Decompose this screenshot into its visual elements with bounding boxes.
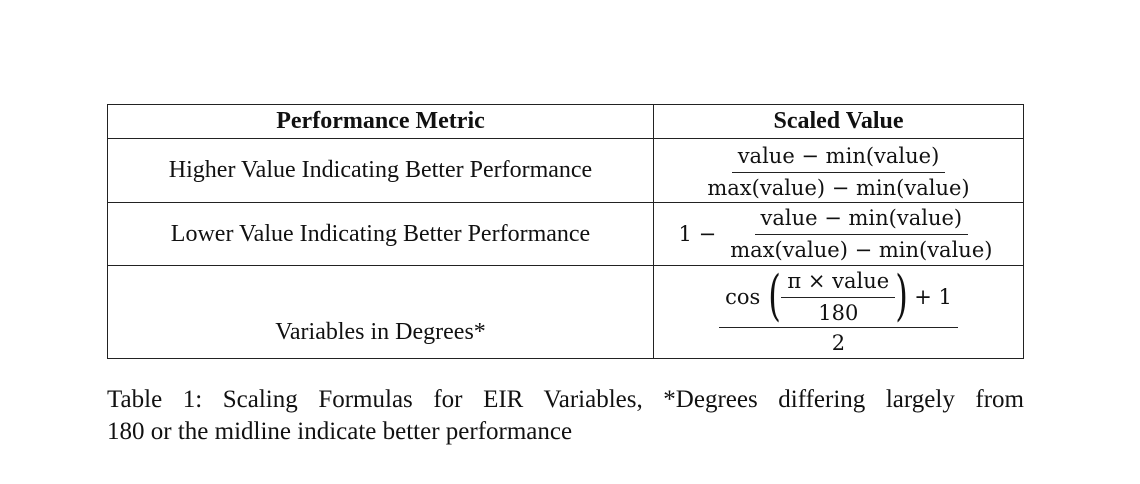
inner-numerator: π × value: [781, 271, 896, 299]
denominator: max(value) − min(value): [707, 175, 970, 200]
prefix: 1 −: [678, 221, 717, 246]
scaling-formulas-table: Performance Metric Scaled Value Higher V…: [107, 103, 1024, 359]
formula-cell: cos ( π × value 180 ) + 1 2: [653, 263, 1024, 359]
right-paren: ): [895, 263, 909, 327]
table-row: Lower Value Indicating Better Performanc…: [107, 201, 1024, 267]
left-paren: (: [768, 263, 782, 327]
metric-cell: Higher Value Indicating Better Performan…: [107, 138, 654, 203]
outer-fraction: cos ( π × value 180 ) + 1 2: [719, 263, 958, 355]
caption-line-2: 180 or the midline indicate better perfo…: [107, 418, 573, 445]
table-header-row: Performance Metric Scaled Value: [107, 103, 1024, 140]
formula-lower: 1 − value − min(value) max(value) − min(…: [678, 207, 999, 262]
formula-cell: 1 − value − min(value) max(value) − min(…: [653, 201, 1024, 267]
numerator: value − min(value): [754, 207, 969, 235]
inner-fraction: π × value 180: [781, 271, 896, 326]
numerator: value − min(value): [731, 145, 946, 173]
formula-higher: value − min(value) max(value) − min(valu…: [701, 145, 975, 200]
cos-function: cos: [725, 285, 761, 310]
inner-denominator: 180: [818, 301, 859, 326]
table-row: Variables in Degrees* cos ( π × value 18…: [107, 263, 1024, 359]
header-scaled-value: Scaled Value: [653, 103, 1024, 140]
formula-degrees: cos ( π × value 180 ) + 1 2: [719, 263, 958, 355]
caption-line-1: Table 1: Scaling Formulas for EIR Variab…: [107, 386, 1024, 413]
outer-numerator: cos ( π × value 180 ) + 1: [719, 263, 958, 328]
table-caption: Table 1: Scaling Formulas for EIR Variab…: [107, 384, 1024, 448]
fraction: value − min(value) max(value) − min(valu…: [724, 207, 998, 262]
outer-denominator: 2: [831, 330, 846, 355]
table-row: Higher Value Indicating Better Performan…: [107, 138, 1024, 203]
denominator: max(value) − min(value): [730, 237, 993, 262]
formula-cell: value − min(value) max(value) − min(valu…: [653, 138, 1024, 203]
plus-one: + 1: [914, 285, 952, 310]
metric-cell: Variables in Degrees*: [107, 265, 654, 359]
metric-cell: Lower Value Indicating Better Performanc…: [107, 201, 654, 267]
header-performance-metric: Performance Metric: [107, 103, 654, 140]
fraction: value − min(value) max(value) − min(valu…: [701, 145, 975, 200]
